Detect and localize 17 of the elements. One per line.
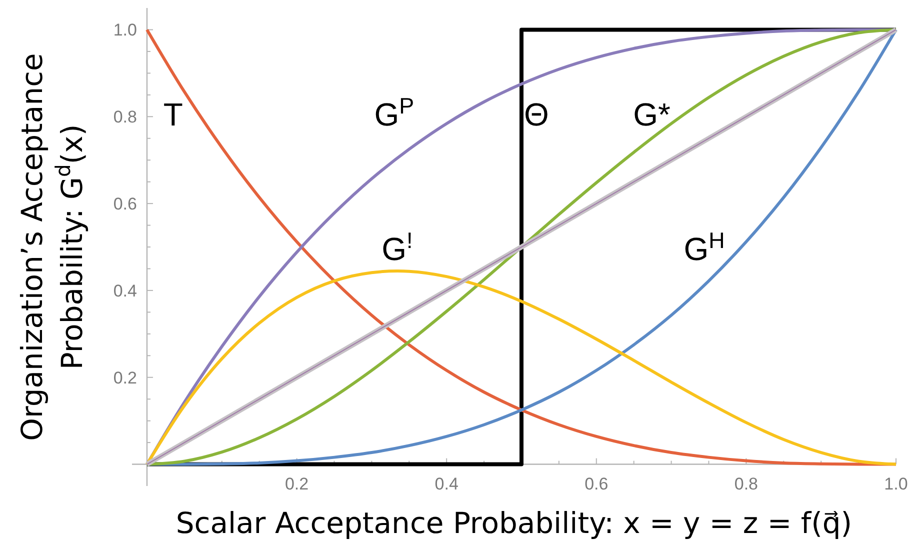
x-tick-label: 0.8 — [734, 474, 758, 494]
series-label: G$^{H}$ — [684, 228, 725, 268]
x-tick-label: 0.6 — [584, 474, 608, 494]
x-tick-label: 0.4 — [434, 474, 458, 494]
y-tick-label: 0.6 — [113, 194, 137, 214]
y-tick-label: 1.0 — [113, 20, 137, 40]
series-label: G$^{P}$ — [374, 92, 414, 132]
y-tick-label: 0.4 — [113, 281, 137, 300]
x-tick-label: 0.2 — [284, 474, 309, 494]
x-axis-title: Scalar Acceptance Probability: x = y = z = f(q⃗) — [176, 506, 852, 540]
series-label: T — [163, 96, 183, 132]
series-label: G$^{!}$ — [382, 228, 413, 268]
y-tick-label: 0.8 — [113, 108, 137, 127]
x-tick-label: 1.0 — [884, 474, 908, 494]
series-label: Θ — [524, 96, 549, 132]
y-tick-label: 0.2 — [113, 368, 137, 388]
series-label: G* — [633, 96, 670, 132]
